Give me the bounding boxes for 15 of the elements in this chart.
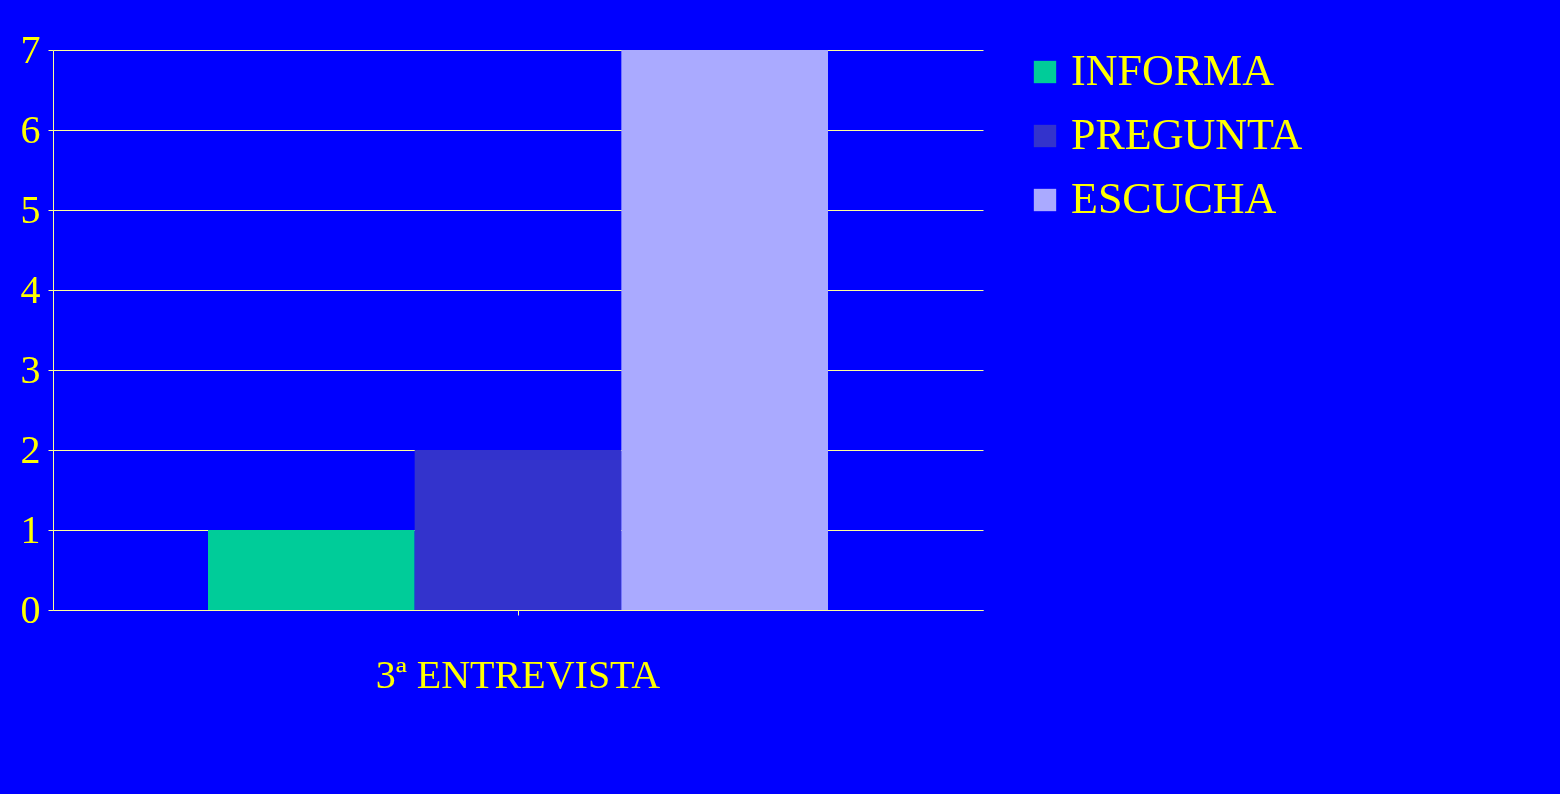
y-tick-label: 4 [20,266,41,312]
x-tick-label: 3ª ENTREVISTA [375,651,661,697]
legend-label: PREGUNTA [1071,110,1303,159]
y-tick-label: 2 [20,426,41,472]
y-tick-label: 5 [20,186,41,232]
bar [621,50,828,610]
y-tick-label: 6 [20,106,41,152]
bar [414,450,622,610]
legend-label: ESCUCHA [1071,174,1277,223]
y-tick-label: 1 [20,506,41,552]
bar [208,530,415,610]
legend-label: INFORMA [1071,46,1275,95]
y-tick-label: 3 [20,346,41,392]
y-tick-label: 7 [20,26,41,72]
y-tick-label: 0 [20,586,41,632]
